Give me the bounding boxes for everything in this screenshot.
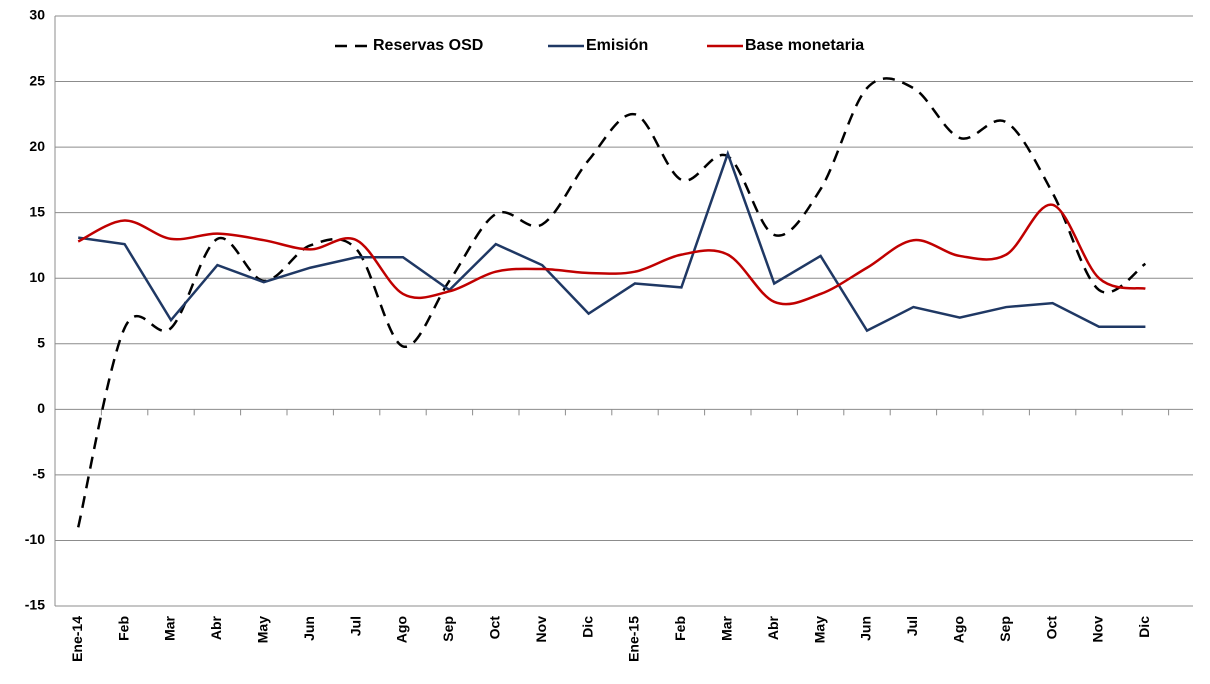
y-tick-label: -10: [25, 531, 45, 547]
y-tick-label: -15: [25, 597, 45, 613]
x-tick-label: Jul: [347, 616, 363, 636]
x-tick-label: Ago: [951, 616, 967, 643]
y-tick-label: 25: [29, 72, 45, 88]
x-tick-label: Oct: [487, 616, 503, 640]
x-tick-label: Ago: [394, 616, 410, 643]
x-tick-label: May: [255, 616, 271, 643]
x-tick-label: Sep: [997, 616, 1013, 642]
y-tick-label: 15: [29, 203, 45, 219]
x-tick-label: Mar: [719, 615, 735, 640]
series-line: [76, 77, 1147, 528]
y-tick-label: 30: [29, 7, 45, 23]
x-tick-label: Ene-14: [69, 616, 85, 662]
x-tick-label: Dic: [1136, 616, 1152, 638]
legend-label: Base monetaria: [745, 37, 864, 54]
legend-label: Emisión: [586, 37, 648, 54]
x-tick-label: Mar: [162, 615, 178, 640]
y-tick-label: 0: [37, 400, 45, 416]
x-tick-label: Dic: [579, 616, 595, 638]
y-tick-label: 20: [29, 138, 45, 154]
x-tick-label: Jul: [904, 616, 920, 636]
series-line: [77, 203, 1146, 306]
y-tick-label: 5: [37, 334, 45, 350]
x-tick-label: May: [811, 616, 827, 643]
x-tick-label: Nov: [533, 616, 549, 643]
x-tick-label: Feb: [672, 616, 688, 641]
x-tick-label: Abr: [765, 615, 781, 640]
x-tick-label: Oct: [1043, 616, 1059, 640]
y-tick-label: -5: [33, 466, 46, 482]
y-tick-label: 10: [29, 269, 45, 285]
x-tick-label: Abr: [208, 615, 224, 640]
x-tick-label: Sep: [440, 616, 456, 642]
x-tick-label: Feb: [115, 616, 131, 641]
x-tick-label: Jun: [858, 616, 874, 641]
series-line: [78, 149, 1146, 333]
x-tick-label: Jun: [301, 616, 317, 641]
x-tick-label: Ene-15: [626, 616, 642, 662]
x-tick-label: Nov: [1090, 616, 1106, 643]
legend-label: Reservas OSD: [373, 37, 483, 54]
